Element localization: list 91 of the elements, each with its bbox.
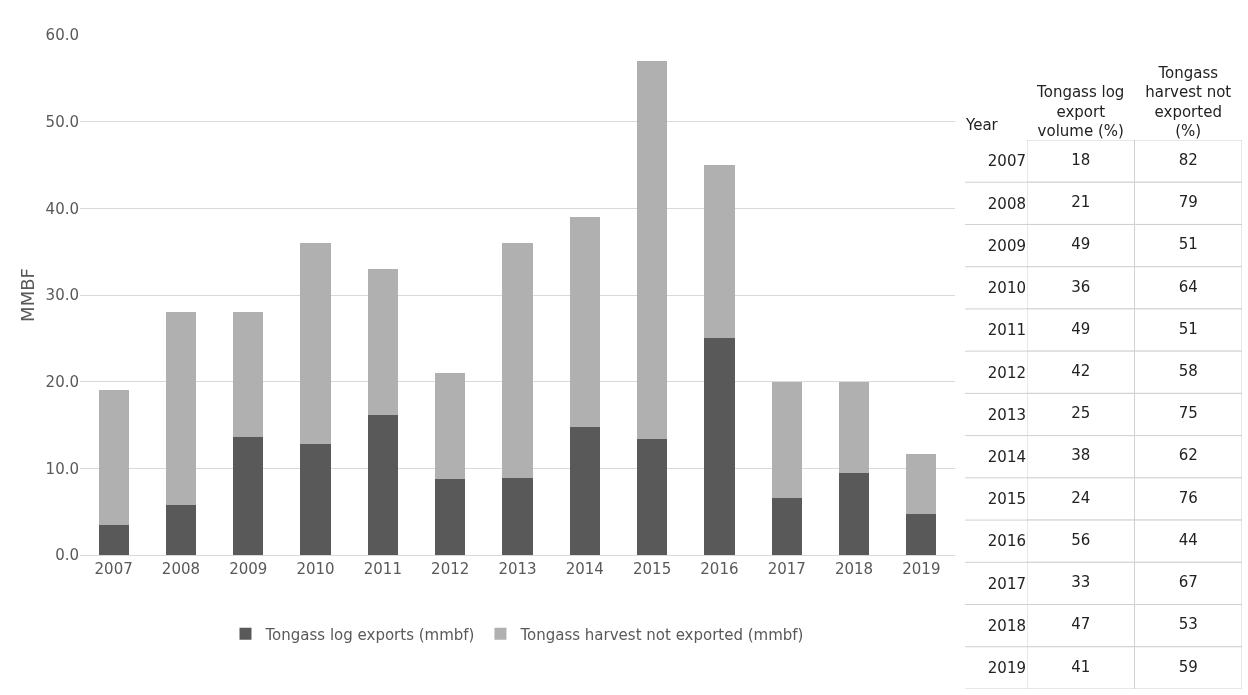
data-label: 79 (1178, 193, 1198, 212)
y-tick-label: 2008 (987, 194, 1026, 213)
data-label: 76 (1178, 488, 1198, 507)
y-tick-label: 2009 (987, 236, 1026, 255)
data-label: 36 (1071, 277, 1091, 296)
x-tick-label: Tongass log export volume (%) (1036, 83, 1125, 140)
x-tick-label: 2017 (767, 560, 806, 578)
y-tick-label: 2010 (987, 279, 1026, 298)
y-axis-title: Year (965, 116, 999, 134)
y-tick-label: 30.0 (45, 286, 79, 305)
x-tick-label: 2013 (498, 560, 537, 578)
x-tick-label: 2015 (633, 560, 672, 578)
data-label: 75 (1178, 404, 1198, 423)
y-tick-label: 2012 (987, 363, 1026, 382)
x-tick-label: 2018 (834, 560, 874, 578)
y-tick-label: 2019 (987, 659, 1026, 678)
data-label: 21 (1071, 193, 1091, 212)
y-tick-label: 60.0 (45, 26, 79, 45)
y-tick-label: 2011 (987, 321, 1026, 340)
x-tick-label: 2014 (565, 560, 604, 578)
bar (704, 165, 735, 339)
legend-label: Tongass log exports (mmbf) (264, 625, 475, 644)
data-label: 64 (1178, 277, 1198, 296)
x-tick-label: 2008 (161, 560, 201, 578)
data-label: 49 (1071, 235, 1091, 254)
y-tick-label: 0.0 (55, 546, 79, 565)
x-tick-label: 2011 (363, 560, 402, 578)
bar (300, 444, 331, 555)
y-tick-label: 40.0 (45, 199, 79, 218)
x-tick-label: 2012 (431, 560, 470, 578)
data-label: 82 (1178, 150, 1198, 169)
bar (906, 514, 937, 555)
data-label: 33 (1071, 573, 1091, 592)
data-label: 51 (1178, 235, 1198, 254)
y-tick-label: 2015 (987, 490, 1026, 509)
bar (704, 338, 735, 555)
data-label: 18 (1071, 150, 1091, 169)
data-label: 67 (1178, 573, 1198, 592)
y-tick-label: 2014 (987, 447, 1026, 466)
data-label: 41 (1071, 657, 1091, 676)
bar (98, 524, 129, 555)
data-label: 42 (1071, 362, 1091, 381)
bar (300, 243, 331, 445)
data-label: 51 (1178, 319, 1198, 338)
data-label: 56 (1071, 530, 1091, 549)
data-label: 38 (1071, 446, 1091, 465)
y-tick-label: 2007 (987, 152, 1026, 171)
y-tick-label: 10.0 (45, 459, 79, 478)
data-label: 47 (1071, 615, 1091, 634)
bar (906, 453, 937, 515)
bar (367, 415, 399, 555)
bar (233, 312, 264, 438)
data-label: 44 (1178, 530, 1198, 549)
data-label: 24 (1071, 488, 1091, 507)
bar (502, 477, 533, 555)
bar (502, 243, 533, 478)
y-tick-label: 2016 (987, 532, 1026, 551)
bar (165, 504, 197, 555)
bar (838, 381, 870, 473)
bar (771, 497, 802, 555)
data-label: 62 (1178, 446, 1198, 465)
x-tick-label: 2016 (700, 560, 739, 578)
data-label: 25 (1071, 404, 1091, 423)
legend-label: Tongass harvest not exported (mmbf) (519, 625, 804, 644)
x-tick-label: 2010 (296, 560, 335, 578)
bar (435, 478, 466, 555)
y-tick-label: 2013 (987, 405, 1026, 424)
y-axis-title: MMBF (17, 268, 38, 322)
bar (771, 381, 802, 498)
y-tick-label: 50.0 (45, 112, 79, 131)
data-label: 53 (1178, 615, 1198, 634)
bar (569, 217, 600, 427)
data-label: 59 (1178, 657, 1198, 676)
y-tick-label: 2017 (987, 574, 1026, 593)
bar (233, 437, 264, 555)
x-tick-label: 2019 (902, 560, 941, 578)
bar (367, 269, 399, 416)
bar (165, 312, 197, 505)
y-tick-label: 20.0 (45, 372, 79, 391)
data-label: 49 (1071, 319, 1091, 338)
bar (636, 438, 668, 555)
data-label: 58 (1178, 362, 1198, 381)
y-tick-label: 2018 (987, 616, 1026, 635)
bar (569, 426, 600, 555)
bar (435, 373, 466, 479)
x-tick-label: 2007 (94, 560, 133, 578)
x-tick-label: 2009 (229, 560, 268, 578)
x-tick-label: Tongass harvest not exported (%) (1145, 63, 1232, 140)
bar (98, 390, 129, 525)
bar (838, 472, 870, 555)
bar (636, 61, 668, 439)
